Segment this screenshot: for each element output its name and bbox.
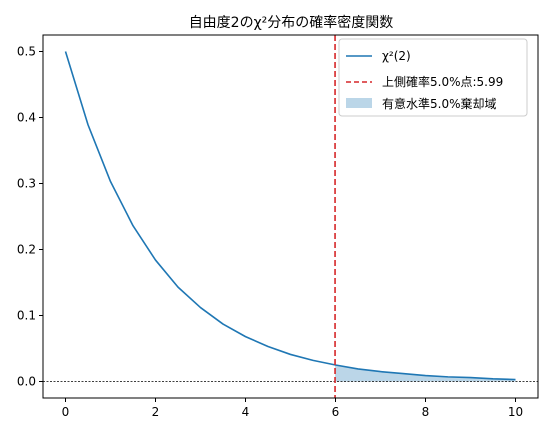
legend-frame [338,38,528,117]
x-tick-label: 2 [152,405,160,419]
legend-label-critical-line: 上側確率5.0%点:5.99 [382,74,503,89]
x-tick-label: 0 [62,405,70,419]
legend-label-rejection-region: 有意水準5.0%棄却域 [382,96,497,111]
axes: 0 2 4 6 8 10 0.0 0.1 0.2 0.3 0.4 0.5 [17,34,539,419]
density-curve-line [64,51,516,381]
rejection-region-area [335,364,516,382]
y-tick-label: 0.3 [17,177,36,191]
y-tick-label: 0.1 [17,309,36,323]
y-tick-label: 0.4 [17,111,36,125]
axes-frame [42,34,539,399]
x-tick-label: 6 [332,405,340,419]
plot-area [43,35,538,398]
x-tick-label: 4 [242,405,250,419]
legend-label-density-curve: χ²(2) [382,49,411,63]
y-tick-label: 0.2 [17,243,36,257]
chart-title: 自由度2のχ²分布の確率密度関数 [189,14,394,31]
plot-contents [43,35,538,398]
y-tick-label: 0.5 [17,45,36,59]
legend: χ²(2) 上側確率5.0%点:5.99 有意水準5.0%棄却域 [338,38,528,117]
legend-swatch-rejection-region [346,98,372,108]
x-tick-label: 8 [422,405,430,419]
y-tick-label: 0.0 [17,375,36,389]
x-tick-label: 10 [508,405,523,419]
